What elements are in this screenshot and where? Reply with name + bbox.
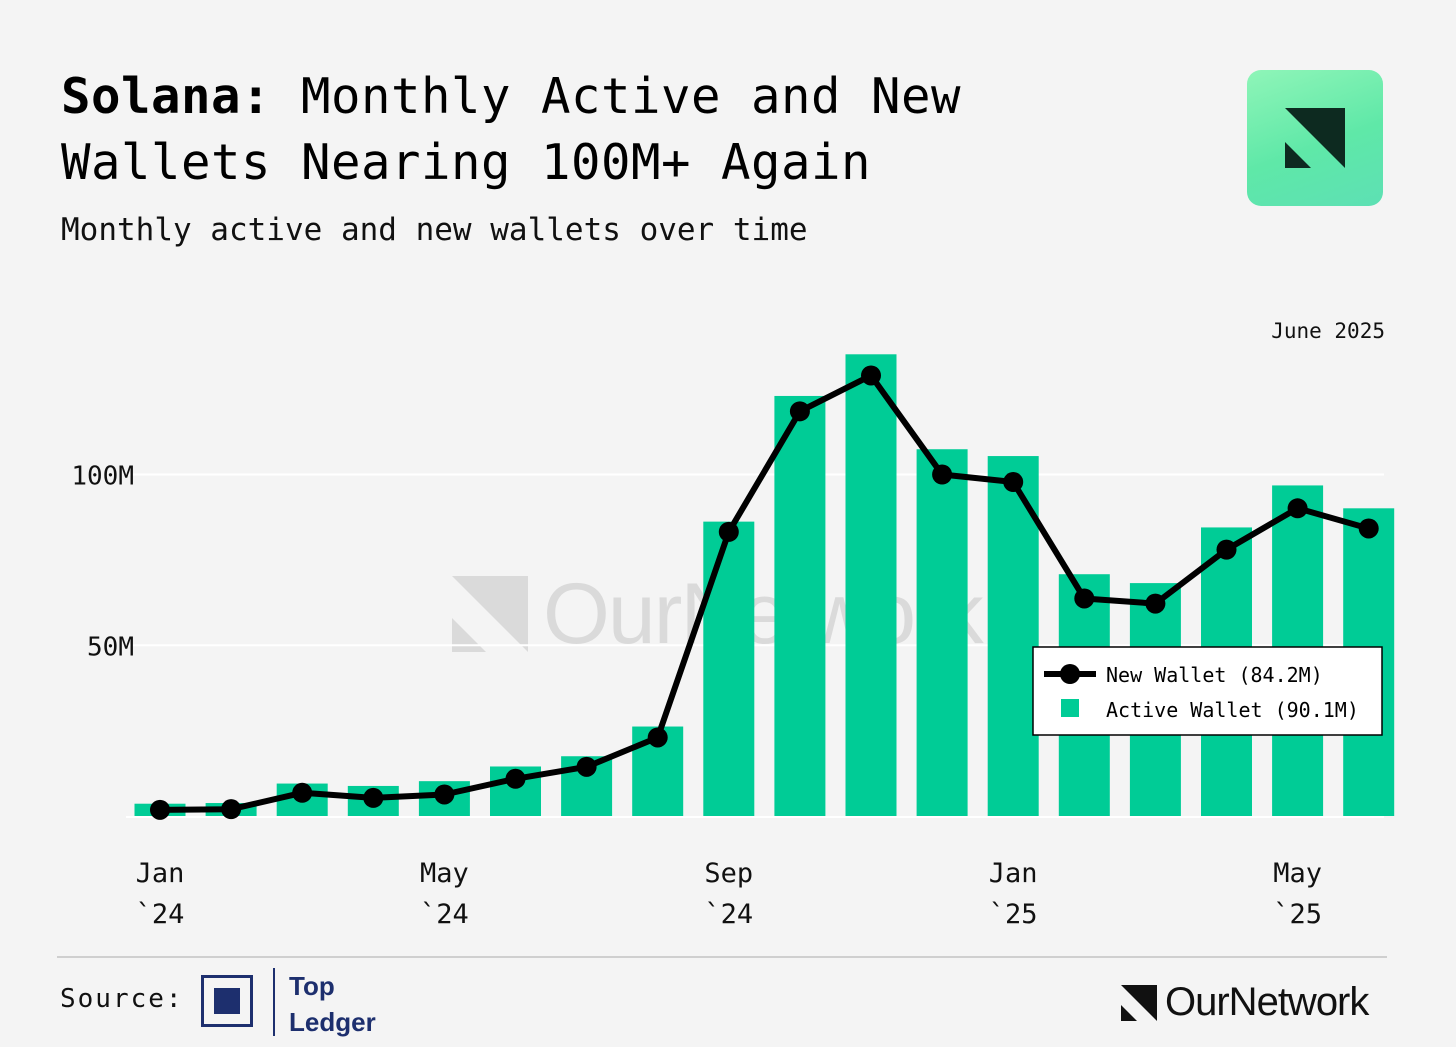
x-tick-label-year: `24 [704,899,753,930]
point-new-wallet [718,521,739,542]
point-new-wallet [1287,498,1308,519]
x-tick-label-month: May [1273,858,1322,889]
gridlines [126,473,1384,818]
x-tick-label-year: `25 [989,899,1038,930]
line-new-wallet [150,365,1379,820]
legend-box [1032,646,1383,736]
point-new-wallet [150,799,170,820]
y-tick-label: 50M [87,632,134,662]
x-tick-label-year: `25 [1273,899,1322,930]
point-new-wallet [1145,593,1166,614]
y-tick-label: 100M [71,462,134,492]
ournetwork-logo-icon [1285,108,1345,168]
point-new-wallet [1358,518,1379,539]
point-new-wallet [789,401,810,422]
top-ledger-name-line1: Top [289,971,335,1001]
point-new-wallet [434,784,455,805]
chart-subtitle: Monthly active and new wallets over time [61,212,808,248]
bar-active-wallet [916,449,968,816]
legend: New Wallet (84.2M) Active Wallet (90.1M) [1032,646,1383,736]
ournetwork-brand-name: OurNetwork [1165,980,1369,1024]
legend-active-wallet-swatch [1061,699,1079,717]
date-note: June 2025 [1271,319,1385,343]
ournetwork-brand-icon [1121,985,1157,1021]
point-new-wallet [1074,588,1095,609]
x-tick-label-month: Jan [136,858,185,889]
x-tick-label-month: Sep [704,858,753,889]
point-new-wallet [861,365,881,386]
point-new-wallet [292,782,313,803]
top-ledger-logo-icon [201,975,253,1027]
chart-title: Solana: Monthly Active and New Wallets N… [61,64,1061,196]
line-new-wallet-path [157,372,1372,813]
x-tick-label-year: `24 [136,899,185,930]
chart-title-rest: Monthly Active and New Wallets Nearing 1… [61,68,962,191]
point-new-wallet [363,787,384,808]
x-axis-labels: Jan `24 May `24 Sep `24 Jan `25 May `25 [136,858,1322,930]
x-tick-label-month: Jan [989,858,1038,889]
legend-new-wallet-label: New Wallet (84.2M) [1106,663,1323,687]
legend-active-wallet-label: Active Wallet (90.1M) [1106,698,1359,722]
top-ledger-name-line2: Ledger [289,1007,376,1037]
chart-title-bold: Solana: [61,68,272,125]
point-new-wallet [932,464,953,485]
point-new-wallet [505,768,526,789]
point-new-wallet [221,799,242,820]
footer-divider [57,956,1387,958]
bar-active-wallet [703,521,755,816]
point-new-wallet [1216,539,1237,560]
top-ledger-name: Top Ledger [289,968,376,1040]
point-new-wallet [576,756,597,777]
y-axis-labels: 50M 100M [71,462,134,663]
ournetwork-logo-badge [1247,70,1383,206]
bar-active-wallet [845,354,897,816]
point-new-wallet [1003,472,1024,493]
bar-active-wallet [774,395,826,816]
top-ledger-logo-divider [273,968,275,1036]
point-new-wallet [647,727,668,748]
x-tick-label-month: May [420,858,469,889]
legend-new-wallet-marker-swatch [1060,664,1080,684]
source-label: Source: [60,984,184,1014]
x-tick-label-year: `24 [420,899,469,930]
bar-active-wallet [987,456,1039,816]
